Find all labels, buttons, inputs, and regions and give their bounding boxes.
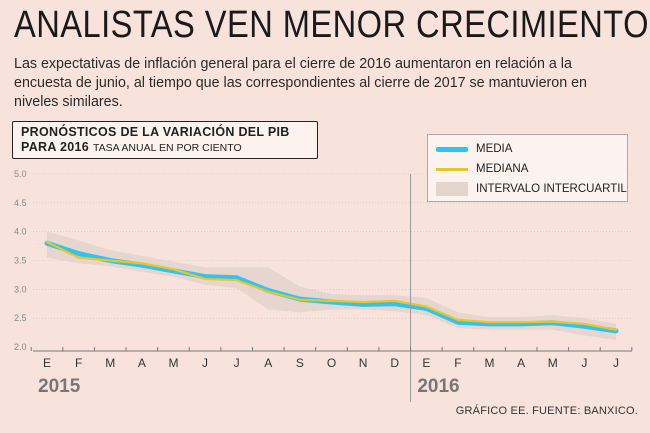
series-media-point	[488, 323, 491, 325]
x-tick-label: O	[327, 356, 336, 370]
x-tick-label: M	[485, 356, 495, 370]
x-tick-label: E	[422, 356, 430, 370]
legend-swatch-media	[436, 146, 468, 152]
legend-item-mediana: MEDIANA	[436, 161, 528, 177]
series-mediana-point	[362, 301, 364, 303]
y-tick-label: 4.0	[14, 227, 27, 237]
x-tick-label: J	[613, 356, 619, 370]
series-mediana-point	[235, 279, 238, 281]
series-media-point	[204, 275, 206, 278]
series-mediana-point	[551, 320, 554, 323]
chart-title-line1: PRONÓSTICOS DE LA VARIACIÓN DEL PIB	[21, 125, 290, 139]
y-tick-label: 4.5	[14, 198, 27, 208]
headline: ANALISTAS VEN MENOR CRECIMIENTO	[14, 4, 649, 46]
y-tick-label: 2.0	[14, 342, 27, 352]
series-media-point	[362, 303, 364, 306]
series-media-point	[457, 321, 459, 324]
interquartile-range	[47, 231, 616, 341]
series-media-point	[235, 277, 238, 279]
x-tick-label: E	[43, 356, 51, 370]
chart-title-line2-text: PARA 2016	[21, 140, 90, 154]
source-credit: GRÁFICO EE. FUENTE: BANXICO.	[455, 405, 638, 417]
year-label: 2015	[38, 376, 81, 397]
year-label: 2016	[417, 376, 459, 397]
y-tick-label: 5.0	[14, 169, 27, 179]
legend-label-media: MEDIA	[476, 143, 513, 155]
range-band	[47, 231, 616, 341]
chart-unit: TASA ANUAL EN POR CIENTO	[93, 142, 242, 154]
series-mediana-point	[615, 328, 617, 331]
y-tick-label: 3.5	[14, 256, 27, 266]
series-media-point	[583, 325, 586, 328]
x-tick-label: M	[105, 356, 115, 370]
subtitle: Las expectativas de inflación general pa…	[14, 55, 588, 110]
series-mediana-point	[583, 323, 586, 325]
series-media-point	[141, 264, 143, 266]
series-media-point	[520, 323, 522, 325]
legend-label-mediana: MEDIANA	[476, 163, 529, 175]
x-tick-label: J	[234, 356, 240, 370]
series-mediana-point	[299, 298, 301, 301]
series-mediana-point	[425, 305, 428, 308]
legend: MEDIA MEDIANA INTERVALO INTERCUARTIL	[427, 134, 628, 202]
series-mediana-point	[109, 259, 112, 262]
chart-title-line2: PARA 2016 TASA ANUAL EN POR CIENTO	[21, 140, 309, 156]
x-tick-label: S	[296, 356, 304, 370]
legend-swatch-mediana	[436, 167, 468, 171]
series-mediana-point	[457, 319, 459, 321]
chart-title-box: PRONÓSTICOS DE LA VARIACIÓN DEL PIB PARA…	[12, 121, 318, 159]
x-tick-label: A	[138, 356, 146, 370]
series-media-point	[77, 252, 80, 255]
series-mediana-point	[204, 278, 206, 280]
x-tick-label: N	[359, 356, 368, 370]
x-tick-label: A	[264, 356, 272, 370]
series-mediana-point	[77, 256, 80, 259]
series	[44, 240, 619, 334]
legend-swatch-range	[436, 182, 468, 196]
x-tick-label: F	[454, 356, 461, 370]
series-mediana-point	[141, 262, 143, 265]
y-tick-label: 2.5	[14, 313, 27, 323]
x-tick-label: J	[202, 356, 208, 370]
x-tick-label: A	[517, 356, 525, 370]
x-tick-label: J	[581, 356, 587, 370]
legend-label-range: INTERVALO INTERCUARTIL	[476, 183, 627, 195]
legend-item-range: INTERVALO INTERCUARTIL	[436, 181, 627, 197]
legend-item-media: MEDIA	[436, 141, 512, 157]
series-media-point	[393, 302, 396, 305]
axes: 5.0 4.5 4.0 3.5 3.0 2.5 2.0 E F M A M J J A S O N D E F M A M J J…	[14, 169, 633, 402]
series-mediana-point	[393, 300, 396, 302]
x-tick-label: D	[390, 356, 399, 370]
x-tick-label: F	[75, 356, 82, 370]
series-mediana-point	[46, 241, 48, 243]
series-mediana-point	[172, 268, 175, 270]
series-mediana-point	[520, 321, 522, 324]
y-tick-label: 3.0	[14, 284, 27, 294]
series-mediana-point	[267, 290, 270, 293]
x-tick-label: M	[548, 356, 558, 370]
series-mediana-point	[488, 321, 491, 324]
series-media-point	[172, 270, 175, 272]
x-tick-label: M	[168, 356, 178, 370]
series-mediana-point	[330, 300, 333, 302]
